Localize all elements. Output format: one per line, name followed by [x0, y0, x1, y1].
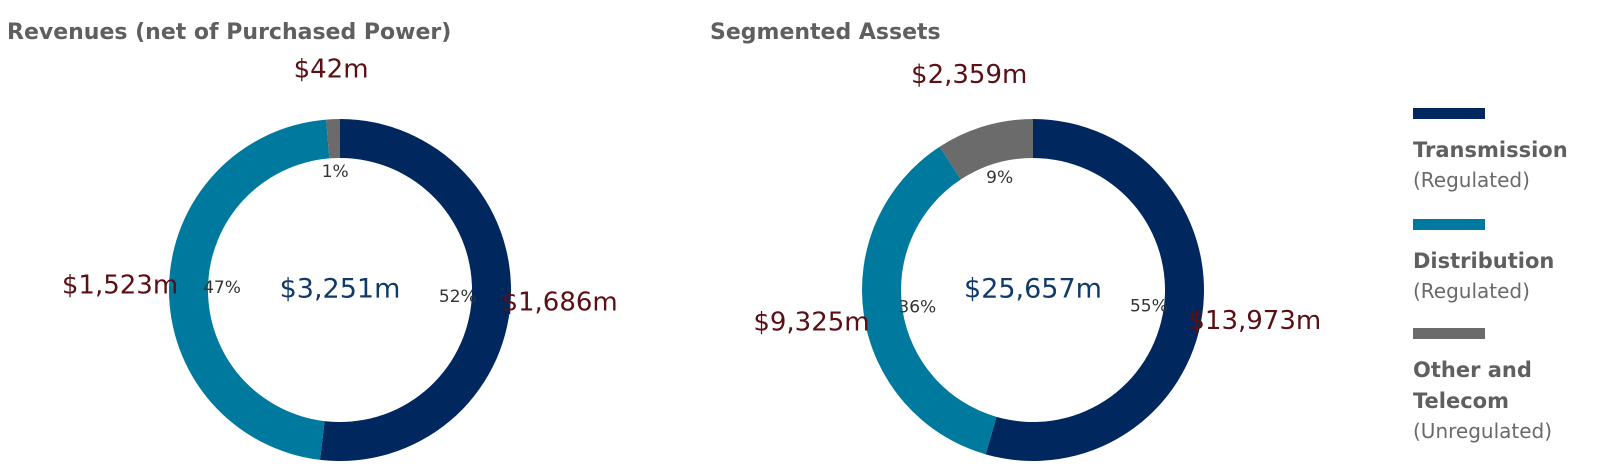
assets-percent-label-distribution: 36% [898, 297, 936, 317]
legend-swatch-distribution [1413, 219, 1485, 230]
revenues-percent-label-transmission: 52% [439, 287, 477, 307]
assets-value-label-distribution: $9,325m [753, 308, 869, 338]
revenues-value-label-other: $42m [294, 55, 369, 85]
revenues-chart-title: Revenues (net of Purchased Power) [7, 20, 452, 45]
revenues-percent-label-other: 1% [322, 162, 349, 182]
revenues-percent-label-distribution: 47% [203, 278, 241, 298]
legend-sub-transmission: (Regulated) [1413, 168, 1530, 192]
assets-value-label-other: $2,359m [911, 60, 1027, 90]
assets-slice-other [939, 119, 1033, 180]
revenues-value-label-distribution: $1,523m [62, 271, 178, 301]
legend-item-transmission: Transmission (Regulated) [1413, 108, 1603, 195]
assets-total-label: $25,657m [964, 274, 1102, 305]
assets-percent-label-other: 9% [986, 168, 1013, 188]
legend-item-distribution: Distribution (Regulated) [1413, 219, 1603, 306]
legend-name-transmission: Transmission [1413, 138, 1568, 162]
revenues-total-label: $3,251m [280, 274, 401, 305]
revenues-slice-distribution [169, 119, 330, 460]
legend-swatch-transmission [1413, 108, 1485, 119]
legend-sub-distribution: (Regulated) [1413, 279, 1530, 303]
assets-value-label-transmission: $13,973m [1188, 306, 1321, 336]
legend-sub-other: (Unregulated) [1413, 419, 1553, 443]
assets-chart-title: Segmented Assets [710, 20, 941, 45]
legend-swatch-other [1413, 328, 1485, 339]
revenues-value-label-transmission: $1,686m [501, 287, 617, 317]
donut-charts: $1,686m 52% $1,523m 47% $42m 1% $3,251m $13,973… [62, 55, 1321, 462]
revenues-slice-transmission [320, 119, 512, 462]
legend-name-other: Other and Telecom [1413, 358, 1532, 413]
assets-percent-label-transmission: 55% [1130, 296, 1168, 316]
legend-item-other: Other and Telecom (Unregulated) [1413, 328, 1603, 446]
assets-slice-transmission [985, 119, 1205, 461]
revenues-slice-other [326, 119, 340, 159]
assets-slice-distribution [861, 146, 997, 455]
legend-name-distribution: Distribution [1413, 249, 1555, 273]
